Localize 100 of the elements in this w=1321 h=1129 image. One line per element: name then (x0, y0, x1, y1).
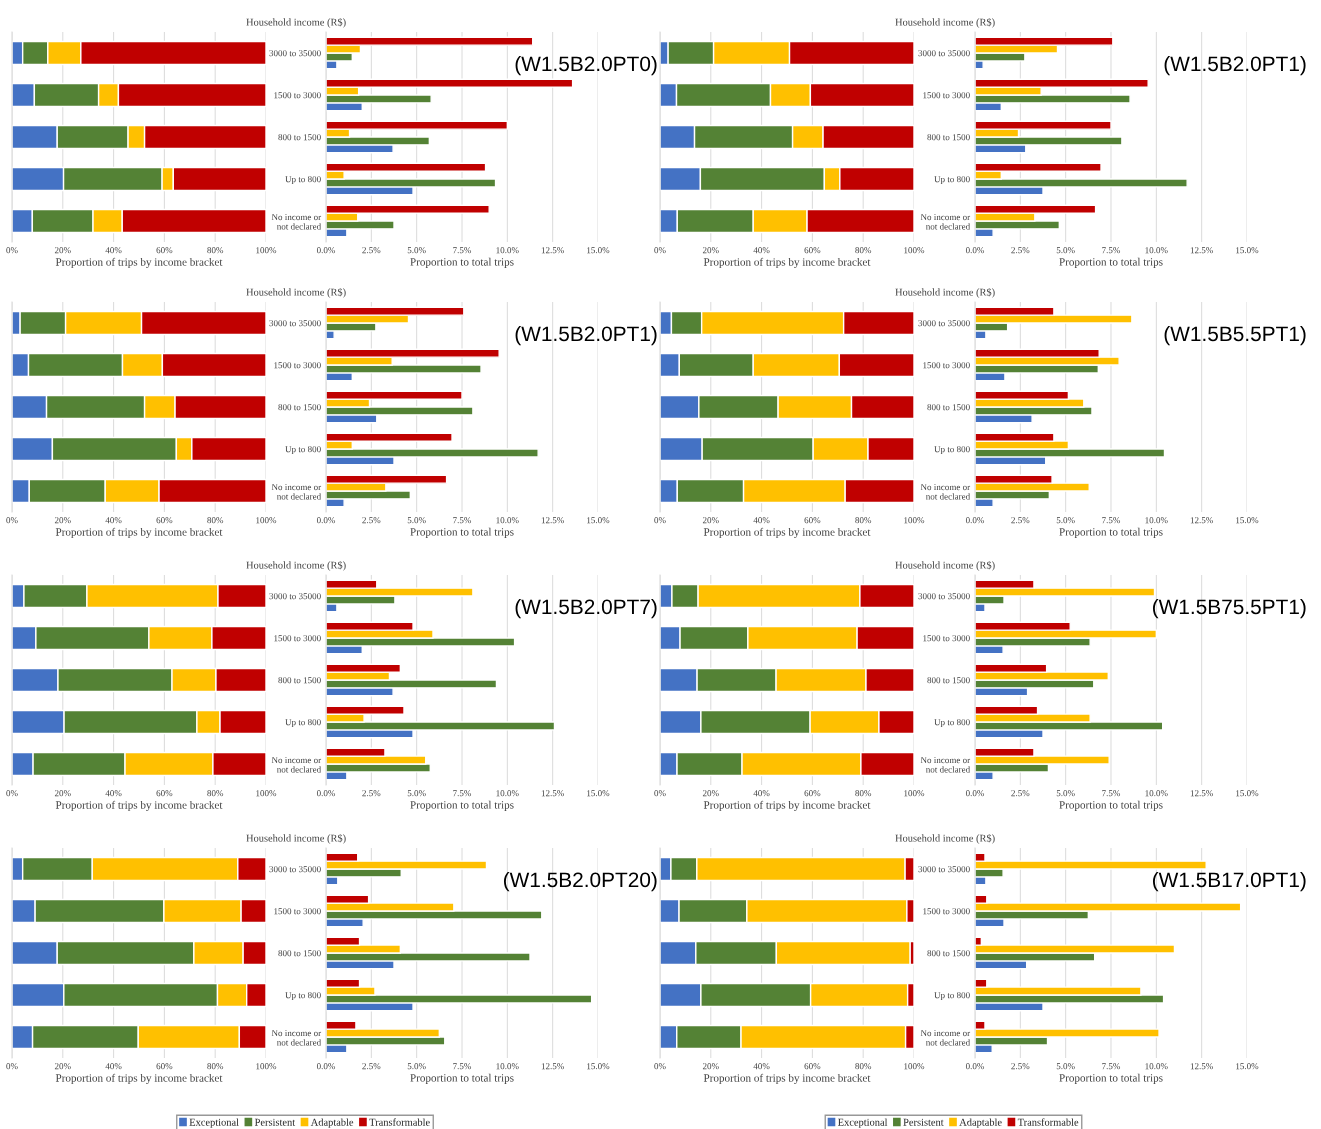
x-tick-label: 12.5% (1190, 790, 1214, 797)
x-tick-label: 0% (6, 517, 18, 524)
x-tick-label: 20% (54, 790, 71, 797)
x-tick-label: 2.5% (1011, 517, 1030, 524)
x-tick-label: 0.0% (316, 1063, 336, 1070)
x-tick-label: 40% (105, 1063, 122, 1070)
x-tick-label: 60% (804, 517, 821, 524)
x-tick-label: 40% (105, 790, 122, 797)
y-axis-title: Household income (R$) (895, 18, 995, 28)
x-tick-label: 0% (6, 1063, 18, 1070)
x-tick-label: 0.0% (965, 247, 985, 254)
x-tick-label: 2.5% (362, 790, 381, 797)
x-tick-label: 0% (654, 517, 666, 524)
x-tick-label: 100% (904, 247, 925, 254)
y-tick-label: No income or not declared (920, 484, 971, 500)
y-tick-label: No income or not declared (920, 1030, 971, 1046)
y-tick-label: Up to 800 (285, 719, 321, 728)
y-tick-label: Up to 800 (285, 992, 321, 1001)
y-tick-label: No income or not declared (920, 214, 971, 230)
x-tick-label: 12.5% (541, 790, 565, 797)
x-tick-label: 80% (855, 517, 872, 524)
x-tick-label: 100% (256, 1063, 277, 1070)
x-tick-label: 60% (804, 1063, 821, 1070)
x-tick-label: 2.5% (362, 247, 381, 254)
x-tick-label: 12.5% (1190, 517, 1214, 524)
x-tick-label: 60% (804, 790, 821, 797)
x-tick-label: 5.0% (1056, 517, 1075, 524)
x-tick-label: 40% (105, 517, 122, 524)
y-tick-label: 3000 to 35000 (918, 866, 970, 873)
x-tick-label: 80% (207, 247, 224, 254)
x-tick-label: 0% (654, 1063, 666, 1070)
legend-label: Adaptable (310, 1118, 354, 1128)
x-tick-label: 2.5% (362, 517, 381, 524)
x-tick-label: 20% (702, 1063, 719, 1070)
x-tick-label: 20% (54, 1063, 71, 1070)
x-tick-label: 40% (105, 247, 122, 254)
y-tick-label: 1500 to 3000 (274, 92, 321, 99)
y-tick-label: Up to 800 (934, 719, 970, 728)
y-tick-label: No income or not declared (920, 757, 971, 773)
x-tick-label: 20% (702, 247, 719, 254)
x-tick-label: 12.5% (1190, 247, 1214, 254)
x-tick-label: 100% (256, 790, 277, 797)
y-tick-label: 800 to 1500 (278, 404, 321, 411)
x-axis-title: Proportion to total trips (410, 800, 514, 811)
y-tick-label: No income or not declared (271, 1030, 322, 1046)
y-tick-label: Up to 800 (934, 176, 970, 185)
x-tick-label: 5.0% (407, 1063, 426, 1070)
y-tick-label: No income or not declared (271, 757, 322, 773)
y-tick-label: 3000 to 35000 (918, 320, 970, 327)
x-axis-title: Proportion to total trips (410, 1073, 514, 1084)
x-tick-label: 80% (855, 1063, 872, 1070)
x-tick-label: 80% (207, 1063, 224, 1070)
y-tick-label: No income or not declared (271, 484, 322, 500)
x-tick-label: 0.0% (316, 790, 336, 797)
y-tick-label: 800 to 1500 (927, 134, 970, 141)
y-tick-label: 800 to 1500 (927, 677, 970, 684)
x-axis-title: Proportion to total trips (1059, 257, 1163, 268)
y-tick-label: 3000 to 35000 (269, 320, 321, 327)
legend-label: Persistent (254, 1118, 296, 1126)
y-tick-label: 1500 to 3000 (274, 908, 321, 915)
x-tick-label: 60% (156, 517, 173, 524)
x-tick-label: 10.0% (496, 1063, 519, 1070)
x-axis-title: Proportion of trips by income bracket (55, 527, 223, 539)
y-axis-title: Household income (R$) (246, 288, 346, 298)
x-tick-label: 10.0% (1145, 1063, 1168, 1070)
x-axis-title: Proportion of trips by income bracket (703, 800, 871, 812)
x-tick-label: 15.0% (1236, 247, 1259, 254)
y-axis-title: Household income (R$) (246, 18, 346, 28)
x-tick-label: 40% (753, 517, 770, 524)
x-axis-title: Proportion to total trips (1059, 1073, 1163, 1084)
x-tick-label: 0.0% (316, 247, 336, 254)
x-tick-label: 20% (702, 517, 719, 524)
y-tick-label: 1500 to 3000 (923, 635, 970, 642)
y-axis-title: Household income (R$) (895, 288, 995, 298)
x-tick-label: 40% (753, 790, 770, 797)
x-tick-label: 7.5% (453, 790, 472, 797)
x-tick-label: 5.0% (1056, 1063, 1075, 1070)
y-tick-label: 3000 to 35000 (918, 593, 970, 600)
x-tick-label: 100% (904, 790, 925, 797)
x-tick-label: 100% (904, 517, 925, 524)
y-tick-label: 800 to 1500 (278, 950, 321, 957)
x-axis-title: Proportion of trips by income bracket (703, 527, 871, 539)
x-tick-label: 7.5% (1102, 1063, 1121, 1070)
x-tick-label: 2.5% (1011, 790, 1030, 797)
x-tick-label: 7.5% (453, 517, 472, 524)
y-tick-label: 1500 to 3000 (923, 92, 970, 99)
x-tick-label: 5.0% (407, 790, 426, 797)
x-axis-title: Proportion of trips by income bracket (703, 257, 871, 269)
y-axis-title: Household income (R$) (895, 561, 995, 571)
x-axis-title: Proportion to total trips (1059, 800, 1163, 811)
y-tick-label: 1500 to 3000 (274, 362, 321, 369)
y-tick-label: Up to 800 (285, 176, 321, 185)
legend-label: Adaptable (959, 1118, 1002, 1128)
annotation: (W1.5B17.0PT1) (1152, 871, 1306, 892)
legend-label: Transformable (369, 1118, 430, 1126)
x-tick-label: 12.5% (541, 247, 565, 254)
annotation: (W1.5B2.0PT1) (1164, 55, 1306, 76)
x-tick-label: 10.0% (496, 790, 519, 797)
y-tick-label: 1500 to 3000 (274, 635, 321, 642)
x-tick-label: 60% (804, 247, 821, 254)
